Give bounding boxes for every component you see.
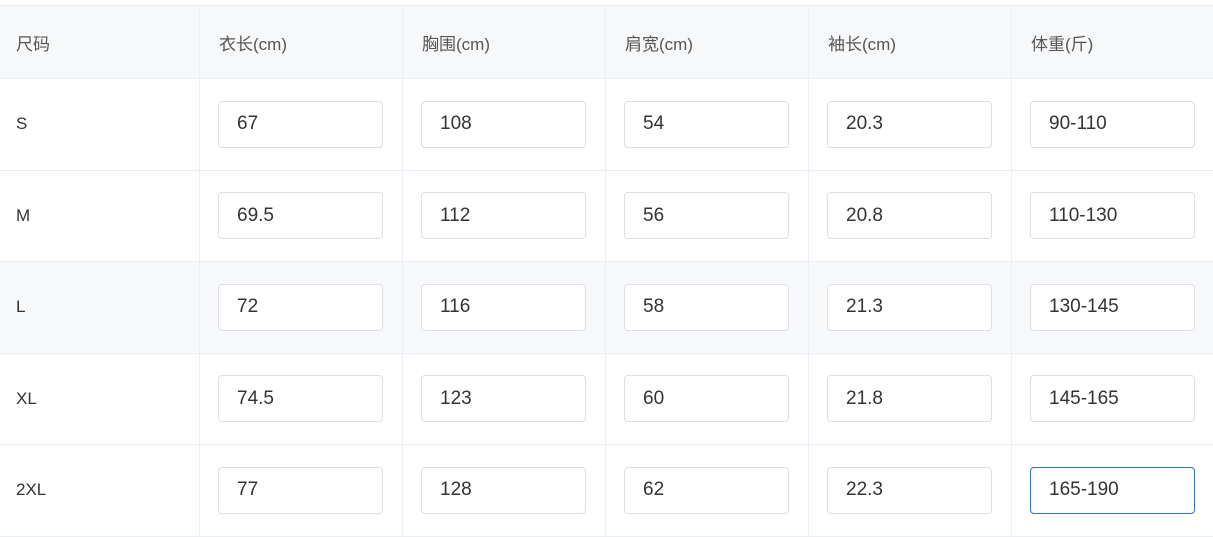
cell-chest: 108 [403,79,606,170]
sleeve-value: 21.8 [846,387,883,409]
sleeve-value: 22.3 [846,479,883,501]
cell-weight: 165-190 [1012,445,1213,536]
shoulder-input[interactable]: 56 [624,192,789,240]
chest-value: 108 [440,113,472,135]
cell-length: 72 [200,262,403,353]
shoulder-input[interactable]: 54 [624,100,789,148]
sleeve-value: 20.8 [846,204,883,226]
cell-length: 67 [200,79,403,170]
sleeve-input[interactable]: 21.3 [827,283,992,331]
cell-length: 77 [200,445,403,536]
size-label: 2XL [0,445,200,536]
shoulder-value: 60 [643,387,665,409]
column-header-sleeve: 袖长(cm) [809,6,1012,78]
cell-sleeve: 21.3 [809,262,1012,353]
cell-shoulder: 58 [606,262,809,353]
shoulder-value: 56 [643,204,665,226]
cell-shoulder: 56 [606,170,809,261]
size-label: XL [0,353,200,444]
shoulder-input[interactable]: 58 [624,283,789,331]
cell-sleeve: 20.3 [809,79,1012,170]
cell-chest: 123 [403,353,606,444]
cell-sleeve: 22.3 [809,445,1012,536]
length-value: 69.5 [237,204,274,226]
chest-input[interactable]: 112 [421,192,586,240]
table-header: 尺码 衣长(cm) 胸围(cm) 肩宽(cm) 袖长(cm) 体重(斤) [0,6,1213,79]
length-input[interactable]: 77 [218,466,383,514]
sleeve-input[interactable]: 21.8 [827,375,992,423]
weight-input[interactable]: 165-190 [1030,466,1195,514]
cell-weight: 90-110 [1012,79,1213,170]
chest-value: 123 [440,387,472,409]
length-input[interactable]: 74.5 [218,375,383,423]
cell-length: 74.5 [200,353,403,444]
column-header-weight: 体重(斤) [1031,34,1094,54]
weight-input[interactable]: 130-145 [1030,283,1195,331]
chest-input[interactable]: 128 [421,466,586,514]
sleeve-input[interactable]: 20.3 [827,100,992,148]
weight-value: 145-165 [1049,387,1119,409]
shoulder-input[interactable]: 60 [624,375,789,423]
cell-weight: 145-165 [1012,354,1213,445]
chest-input[interactable]: 123 [421,375,586,423]
column-header-length: 衣长(cm) [200,6,403,78]
chest-value: 112 [440,204,471,226]
weight-value: 165-190 [1049,479,1119,501]
weight-value: 110-130 [1049,204,1118,226]
cell-chest: 112 [403,170,606,261]
chest-value: 116 [440,296,471,318]
column-header-shoulder: 肩宽(cm) [606,6,809,78]
size-label: L [0,262,200,353]
size-chart-table: 尺码 衣长(cm) 胸围(cm) 肩宽(cm) 袖长(cm) 体重(斤) S 67 108 54 2… [0,5,1213,537]
table-row: XL 74.5 123 60 21.8 145-165 [0,353,1213,445]
chest-input[interactable]: 108 [421,100,586,148]
shoulder-input[interactable]: 62 [624,466,789,514]
sleeve-input[interactable]: 20.8 [827,192,992,240]
shoulder-value: 58 [643,296,665,318]
cell-sleeve: 21.8 [809,353,1012,444]
weight-value: 90-110 [1049,113,1107,135]
cell-shoulder: 60 [606,353,809,444]
length-value: 77 [237,479,259,501]
shoulder-value: 54 [643,113,665,135]
length-value: 72 [237,296,259,318]
cell-chest: 128 [403,445,606,536]
sleeve-value: 20.3 [846,113,883,135]
column-header-chest: 胸围(cm) [403,6,606,78]
length-value: 67 [237,113,259,135]
cell-weight: 130-145 [1012,262,1213,353]
cell-weight: 110-130 [1012,171,1213,262]
chest-value: 128 [440,479,472,501]
cell-length: 69.5 [200,170,403,261]
table-row: L 72 116 58 21.3 130-145 [0,262,1213,354]
sleeve-input[interactable]: 22.3 [827,466,992,514]
weight-value: 130-145 [1049,296,1119,318]
cell-shoulder: 62 [606,445,809,536]
weight-input[interactable]: 110-130 [1030,192,1195,240]
length-input[interactable]: 69.5 [218,192,383,240]
table-row: 2XL 77 128 62 22.3 165-190 [0,445,1213,537]
table-row: S 67 108 54 20.3 90-110 [0,79,1213,171]
sleeve-value: 21.3 [846,296,883,318]
weight-input[interactable]: 90-110 [1030,100,1195,148]
shoulder-value: 62 [643,479,665,501]
table-row: M 69.5 112 56 20.8 110-130 [0,170,1213,262]
chest-input[interactable]: 116 [421,283,586,331]
size-label: M [0,170,200,261]
cell-chest: 116 [403,262,606,353]
cell-shoulder: 54 [606,79,809,170]
length-input[interactable]: 67 [218,100,383,148]
column-header-size: 尺码 [0,6,200,78]
length-input[interactable]: 72 [218,283,383,331]
cell-sleeve: 20.8 [809,170,1012,261]
length-value: 74.5 [237,387,274,409]
weight-input[interactable]: 145-165 [1030,375,1195,423]
size-label: S [0,79,200,170]
